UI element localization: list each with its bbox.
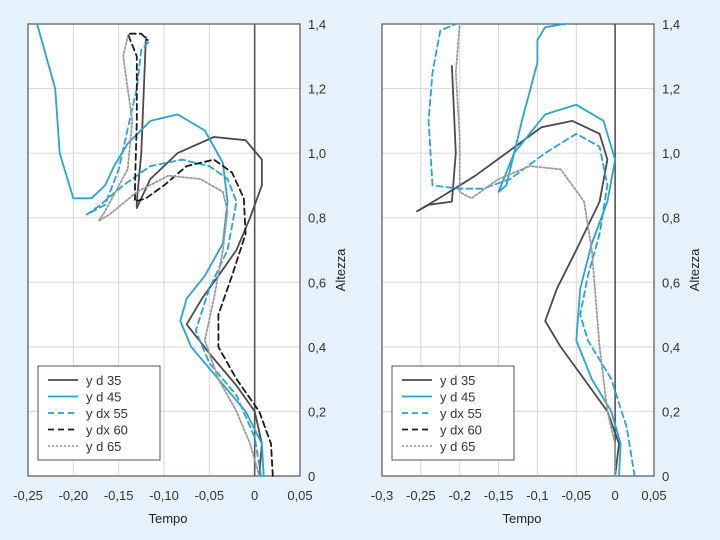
y-tick-label: 1,2 [308,82,326,97]
legend-box [37,365,161,461]
legend: y d 35 y d 45y dx 55 y dx 60y d 65 [391,365,515,461]
x-tick-label: -0,05 [561,488,591,503]
legend-label: y dx 55 [86,406,128,421]
series-line [497,23,622,477]
legend-label: y dx 60 [86,423,128,438]
legend-label: y d 35 [440,373,475,388]
y-tick-label: 0,6 [662,275,680,290]
x-tick-label: 0 [251,488,258,503]
x-tick-label: -0,20 [59,488,89,503]
series-line [427,23,636,477]
legend-label: y d 65 [86,439,121,454]
series-line [126,32,274,477]
y-tick-label: 0,2 [662,404,680,419]
series-line [86,39,262,477]
legend-label: y d 35 [86,373,121,388]
plot-frame [27,23,301,477]
series-line [36,23,265,477]
x-tick-label: 0,05 [641,488,666,503]
x-tick-label: -0,3 [371,488,393,503]
x-tick-label: 0,05 [287,488,312,503]
x-tick-label: -0,1 [526,488,548,503]
y-tick-label: 0 [662,469,669,484]
y-tick-label: 0,4 [662,340,680,355]
series-group [36,23,274,477]
x-tick-label: -0,15 [484,488,514,503]
x-tick-label: -0,25 [13,488,43,503]
y-tick-label: 0,6 [308,275,326,290]
y-tick-label: 0,4 [308,340,326,355]
y-axis-title: Altezza [333,248,348,291]
series-line [416,65,620,477]
y-axis-title: Altezza [687,248,702,291]
left-chart: -0,25 -0,20 -0,15 -0,10 -0,05 0 0,05 0 0,2 0,4 0,6… [13,17,348,526]
x-tick-label: -0,10 [149,488,179,503]
y-tick-label: 0,8 [662,211,680,226]
y-tick-label: 1,4 [308,17,326,32]
plot-frame [381,23,655,477]
y-tick-label: 0,2 [308,404,326,419]
y-tick-label: 1,2 [662,82,680,97]
legend-label: y d 65 [440,439,475,454]
y-tick-label: 0 [308,469,315,484]
y-tick-label: 1,4 [662,17,680,32]
series-line [135,36,263,477]
x-axis-title: Tempo [148,511,187,526]
right-chart: -0,3 -0,25 -0,2 -0,15 -0,1 -0,05 0 0,05 0 0,2 0,4 0… [371,17,702,526]
legend-label: y d 45 [86,390,121,405]
legend: y d 35 y d 45y dx 55 y dx 60y d 65 [37,365,161,461]
legend-label: y dx 55 [440,406,482,421]
legend-label: y d 45 [440,390,475,405]
x-tick-label: -0,2 [449,488,471,503]
y-tick-label: 1,0 [308,146,326,161]
legend-label: y dx 60 [440,423,482,438]
x-tick-label: -0,05 [195,488,225,503]
x-tick-label: 0 [612,488,619,503]
series-group [416,23,636,477]
series-line [97,36,261,477]
x-axis-title: Tempo [502,511,541,526]
y-tick-label: 0,8 [308,211,326,226]
x-tick-label: -0,25 [406,488,436,503]
series-line [454,23,616,477]
x-tick-label: -0,15 [104,488,134,503]
y-tick-label: 1,0 [662,146,680,161]
